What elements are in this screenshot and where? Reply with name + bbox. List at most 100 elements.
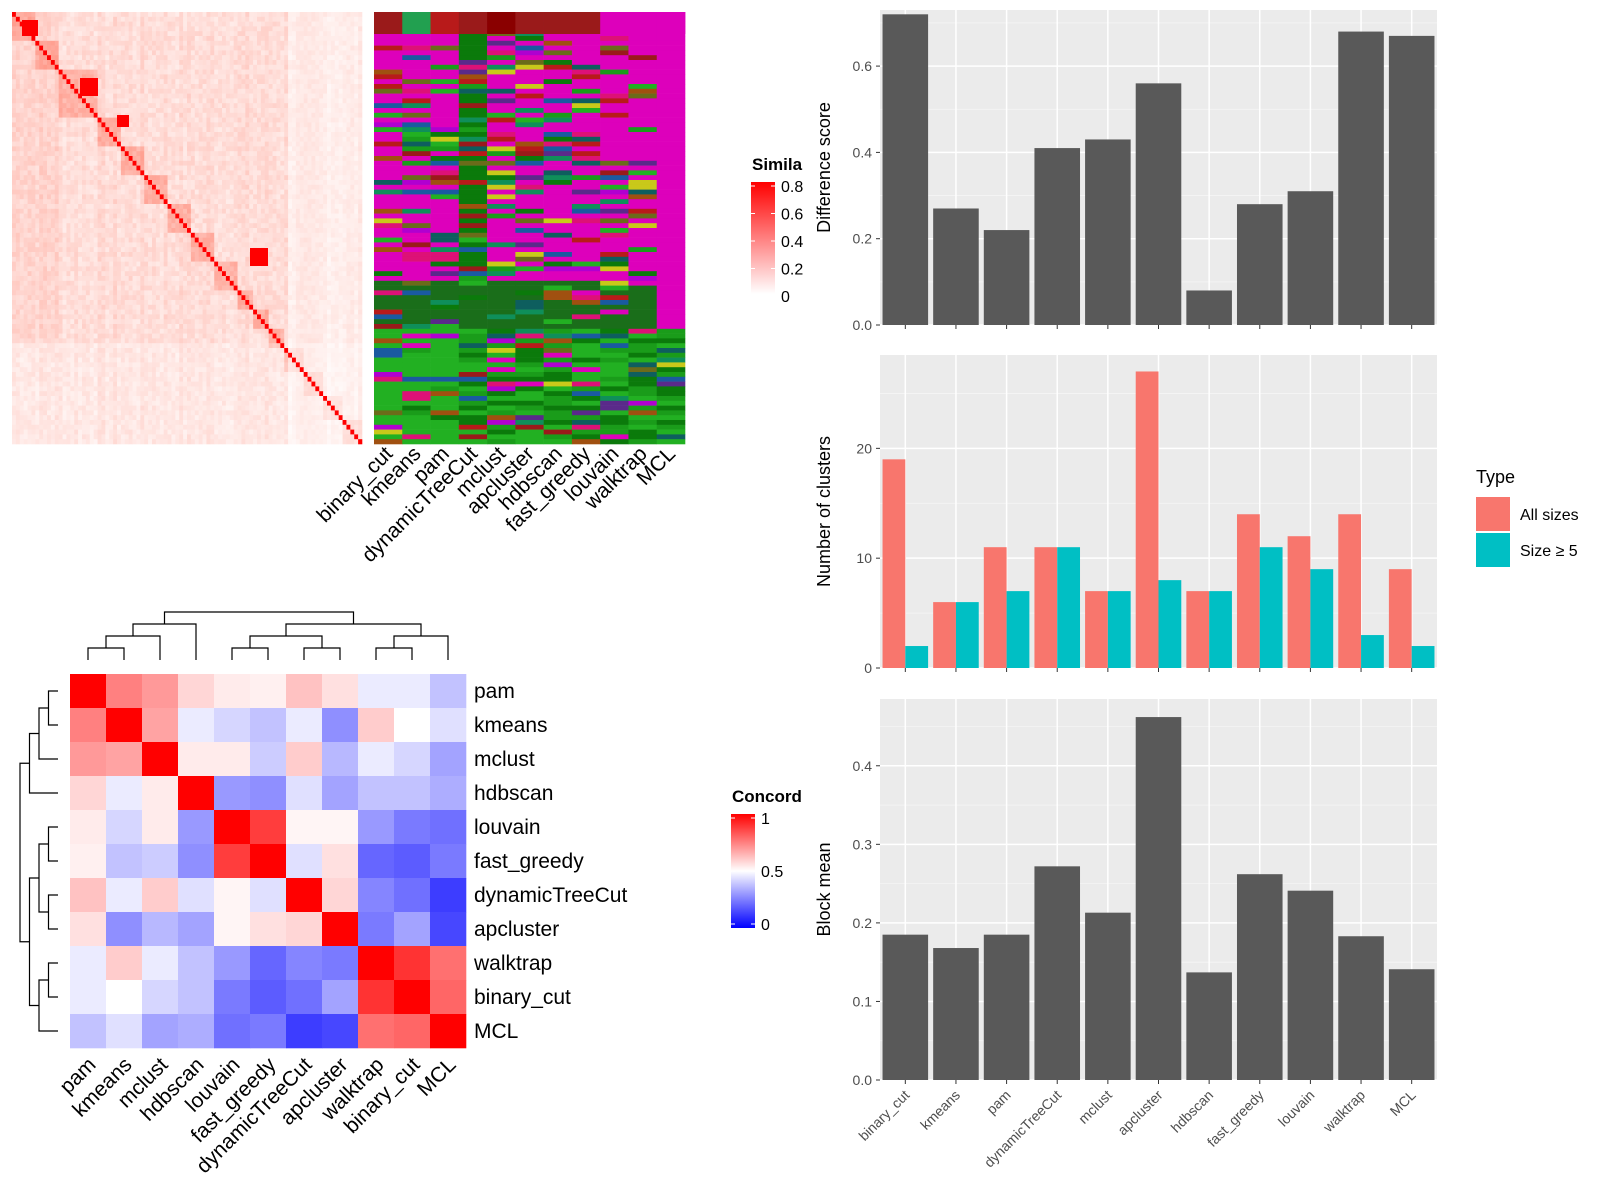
similarity-cell xyxy=(350,98,355,104)
similarity-cell xyxy=(31,108,36,114)
similarity-cell xyxy=(229,213,234,219)
similarity-cell xyxy=(299,117,304,123)
similarity-cell xyxy=(202,189,207,195)
similarity-cell xyxy=(85,141,91,147)
similarity-cell xyxy=(319,21,324,27)
similarity-cell xyxy=(109,12,114,18)
similarity-cell xyxy=(50,242,56,248)
similarity-cell xyxy=(303,228,308,234)
similarity-cell xyxy=(70,175,75,181)
similarity-cell xyxy=(82,45,87,51)
similarity-cell xyxy=(183,103,188,109)
similarity-cell xyxy=(292,45,297,51)
similarity-cell xyxy=(272,112,277,118)
similarity-cell xyxy=(350,237,355,243)
similarity-cell xyxy=(233,170,238,176)
similarity-cell xyxy=(175,252,180,258)
similarity-cell xyxy=(303,84,308,90)
similarity-cell xyxy=(50,112,56,118)
similarity-cell xyxy=(187,223,192,229)
similarity-cell xyxy=(105,103,110,109)
similarity-cell xyxy=(31,64,36,70)
similarity-cell xyxy=(113,271,118,277)
similarity-cell xyxy=(229,170,234,176)
similarity-cell xyxy=(268,156,273,162)
similarity-cell xyxy=(330,180,336,186)
similarity-cell xyxy=(109,127,114,133)
similarity-cell xyxy=(218,228,223,234)
similarity-cell xyxy=(117,108,122,114)
similarity-cell xyxy=(167,146,172,152)
similarity-cell xyxy=(109,84,114,90)
similarity-cell xyxy=(50,36,56,42)
similarity-cell xyxy=(214,93,219,99)
similarity-cell xyxy=(307,170,312,176)
similarity-cell xyxy=(229,136,234,142)
similarity-cell xyxy=(249,21,254,27)
similarity-cell xyxy=(179,237,184,243)
similarity-cell xyxy=(319,199,324,205)
similarity-cell xyxy=(237,112,242,118)
similarity-cell xyxy=(183,276,188,282)
similarity-cell xyxy=(12,242,17,248)
similarity-cell xyxy=(89,26,94,32)
similarity-cell xyxy=(19,256,24,262)
similarity-cell xyxy=(23,276,28,282)
similarity-cell xyxy=(257,64,262,70)
similarity-cell xyxy=(163,228,168,234)
similarity-cell xyxy=(132,31,137,37)
similarity-cell xyxy=(109,199,114,205)
similarity-cell xyxy=(179,165,184,171)
similarity-cell xyxy=(214,252,219,258)
similarity-cell xyxy=(43,175,48,181)
similarity-cell xyxy=(253,12,258,18)
similarity-cell xyxy=(190,204,196,210)
similarity-cell xyxy=(225,93,231,99)
similarity-cell xyxy=(218,213,223,219)
similarity-cell xyxy=(93,156,98,162)
similarity-cell xyxy=(70,208,75,214)
similarity-cell xyxy=(120,218,126,224)
similarity-cell xyxy=(229,88,234,94)
similarity-cell xyxy=(23,36,28,42)
similarity-cell xyxy=(148,252,153,258)
similarity-cell xyxy=(101,60,106,66)
similarity-cell xyxy=(58,127,63,133)
similarity-cell xyxy=(350,228,355,234)
similarity-cell xyxy=(202,261,207,267)
similarity-cell xyxy=(167,21,172,27)
similarity-cell xyxy=(89,199,94,205)
similarity-cell xyxy=(62,261,67,267)
similarity-cell xyxy=(225,218,231,224)
similarity-cell xyxy=(144,276,149,282)
similarity-cell xyxy=(303,127,308,133)
similarity-cell xyxy=(245,50,250,56)
similarity-cell xyxy=(159,98,164,104)
similarity-cell xyxy=(70,64,75,70)
similarity-cell xyxy=(342,175,347,181)
similarity-cell xyxy=(292,21,297,27)
similarity-cell xyxy=(140,252,145,258)
similarity-cell xyxy=(264,16,269,22)
similarity-cell xyxy=(249,199,254,205)
similarity-cell xyxy=(27,228,32,234)
similarity-cell xyxy=(315,165,320,171)
similarity-cell xyxy=(284,199,289,205)
similarity-cell xyxy=(292,60,297,66)
similarity-cell xyxy=(198,127,203,133)
similarity-cell xyxy=(23,232,28,238)
similarity-cell xyxy=(31,12,36,18)
similarity-cell xyxy=(23,151,28,157)
similarity-cell xyxy=(346,98,351,104)
similarity-cell xyxy=(97,21,102,27)
similarity-cell xyxy=(155,84,161,90)
similarity-cell xyxy=(62,242,67,248)
similarity-cell xyxy=(327,60,332,66)
similarity-cell xyxy=(214,98,219,104)
similarity-cell xyxy=(253,45,258,51)
similarity-cell xyxy=(257,31,262,37)
similarity-cell xyxy=(124,218,129,224)
similarity-cell xyxy=(257,271,262,277)
similarity-cell xyxy=(350,74,355,80)
similarity-cell xyxy=(74,127,79,133)
